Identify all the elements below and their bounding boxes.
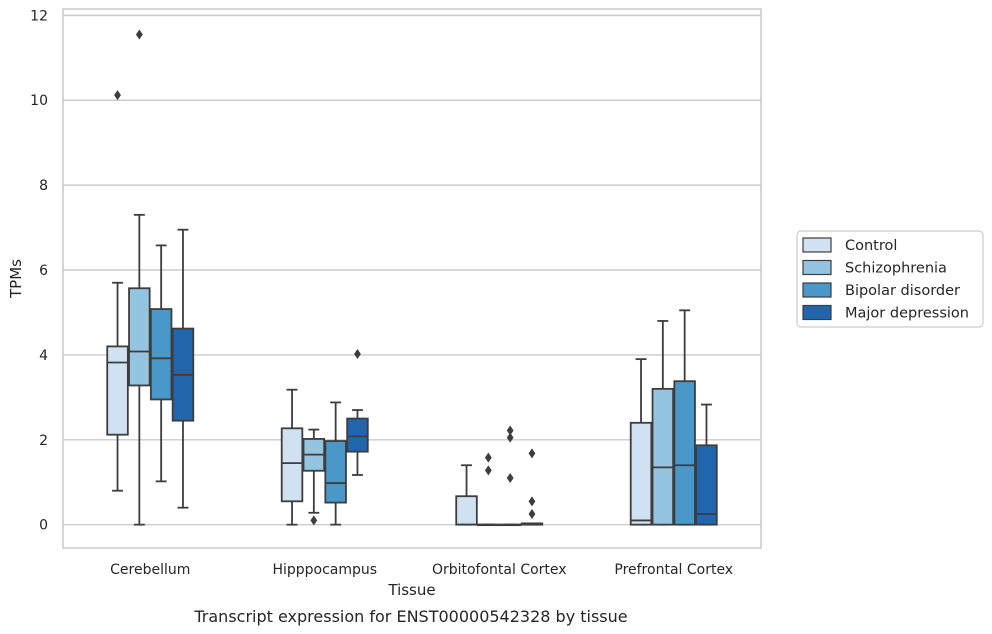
box-plot [324,401,347,526]
y-tick-label: 12 [30,8,48,24]
outlier-point [114,90,121,101]
box [128,287,151,387]
y-tick-label: 4 [39,348,48,364]
box-plot [455,464,478,526]
y-tick-label: 8 [39,178,48,194]
box [629,421,653,526]
y-axis-label: TPMs [7,259,25,299]
chart-caption: Transcript expression for ENST0000054232… [193,607,627,626]
box [673,380,696,526]
box-plot [280,388,304,526]
plot-frame [62,8,762,549]
outlier-point [528,496,536,507]
outlier-point [310,515,318,526]
outlier-point [506,432,514,443]
box-plot [695,403,718,526]
x-tick-label: Orbitofontal Cortex [432,562,567,578]
x-tick-label: Prefrontal Cortex [614,562,733,578]
x-tick-label: Hipppocampus [272,562,377,578]
outlier-point [484,465,492,476]
box [346,417,369,453]
legend-label: Major depression [845,306,969,322]
outlier-point [506,425,514,436]
box-plot [477,452,500,527]
box-plot [106,90,129,492]
y-tick-label: 10 [30,93,48,109]
box [695,444,718,526]
outlier-point [528,509,536,520]
x-tick-labels: Cerebellum Hipppocampus Orbitofontal Corte… [110,562,733,578]
legend-label: Schizophrenia [845,261,947,277]
box [651,387,675,526]
box-plot [302,428,326,526]
y-tick-label: 0 [39,518,48,534]
box-plot [149,244,173,483]
box-plots [106,29,718,527]
x-tick-label: Cerebellum [110,562,190,578]
box [455,495,478,526]
box [280,427,304,503]
legend-swatch [802,304,832,321]
x-axis-label: Tissue [387,581,435,599]
legend: Control Schizophrenia Bipolar disorder Majo… [796,230,984,328]
outlier-point [528,448,536,459]
box [324,440,347,504]
outlier-point [135,29,143,40]
legend-swatch [802,282,832,298]
box-plot [346,349,369,476]
outlier-point [506,472,514,483]
box-plot [171,228,195,509]
box-plot [520,448,544,526]
legend-swatch [802,259,832,276]
box-plot [651,320,675,526]
box-plot [673,309,696,526]
box-plot [498,425,522,527]
legend-label: Bipolar disorder [845,283,960,299]
legend-frame [796,230,984,328]
legend-swatch [802,237,832,253]
outlier-point [354,349,361,360]
box [106,345,129,436]
outlier-point [484,452,492,463]
y-tick-labels: 0 2 4 6 8 10 12 [30,8,48,533]
box-plot [629,358,653,526]
y-tick-label: 6 [39,263,48,279]
box [149,308,173,401]
legend-label: Control [845,238,897,254]
y-tick-label: 2 [39,433,48,449]
box-plot [128,29,151,526]
